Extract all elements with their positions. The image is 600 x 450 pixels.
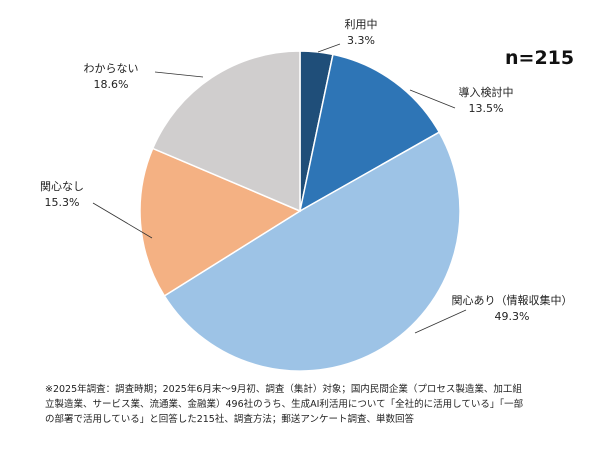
sample-size-label: n=215	[505, 47, 574, 69]
slice-value-label: 15.3%	[45, 196, 80, 209]
slice-category-label: 関心なし	[40, 180, 84, 193]
slice-value-label: 3.3%	[347, 34, 375, 47]
pie-slice	[139, 147, 302, 297]
footnote: ※2025年調査：調査時期；2025年6月末〜9月初、調査（集計）対象；国内民間…	[45, 382, 585, 427]
pie-slice	[151, 50, 301, 213]
slice-value-label: 18.6%	[94, 78, 129, 91]
pie-chart: 利用中 3.3% 導入検討中 13.5% 関心あり（情報収集中） 49.3% 関心なし 15.…	[40, 18, 574, 372]
leader-line	[154, 71, 204, 78]
slice-value-label: 49.3%	[495, 310, 530, 323]
pie-slice	[298, 53, 441, 213]
leader-line	[92, 202, 153, 239]
footnote-line: 立製造業、サービス業、流通業、金融業）496社のうち、生成AI利活用について「全…	[45, 399, 524, 410]
leader-line	[414, 309, 467, 334]
pie-slice	[163, 131, 461, 372]
footnote-line: の部署で活用している」と回答した215社、調査方法；郵送アンケート調査、単数回答	[45, 414, 414, 425]
slice-category-label: 利用中	[345, 18, 378, 31]
slice-category-label: 導入検討中	[459, 85, 514, 99]
leader-line	[409, 89, 456, 109]
slice-value-label: 13.5%	[469, 102, 504, 115]
slice-category-label: 関心あり（情報収集中）	[452, 293, 573, 307]
leader-line	[317, 43, 341, 53]
footnote-line: ※2025年調査：調査時期；2025年6月末〜9月初、調査（集計）対象；国内民間…	[45, 384, 522, 395]
slice-category-label: わからない	[84, 62, 139, 75]
